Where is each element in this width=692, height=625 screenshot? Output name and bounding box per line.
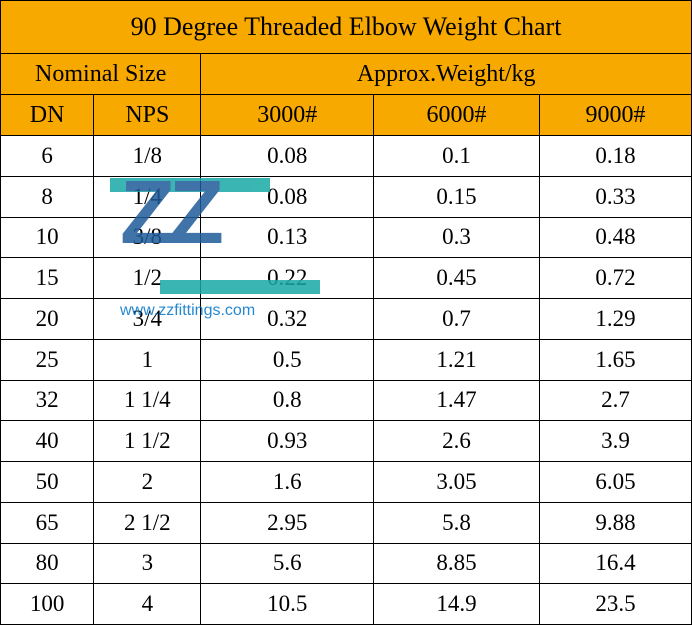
table-cell: 0.5 bbox=[201, 339, 374, 380]
table-cell: 40 bbox=[1, 421, 94, 462]
table-cell: 4 bbox=[94, 584, 201, 625]
table-cell: 0.13 bbox=[201, 217, 374, 258]
table-cell: 3 bbox=[94, 543, 201, 584]
table-cell: 14.9 bbox=[374, 584, 540, 625]
table-cell: 0.08 bbox=[201, 176, 374, 217]
table-cell: 8 bbox=[1, 176, 94, 217]
table-cell: 1/2 bbox=[94, 258, 201, 299]
table-cell: 80 bbox=[1, 543, 94, 584]
table-cell: 16.4 bbox=[539, 543, 691, 584]
table-cell: 0.3 bbox=[374, 217, 540, 258]
table-cell: 1 1/4 bbox=[94, 380, 201, 421]
table-cell: 0.48 bbox=[539, 217, 691, 258]
table-cell: 32 bbox=[1, 380, 94, 421]
table-row: 8035.68.8516.4 bbox=[1, 543, 692, 584]
table-cell: 0.7 bbox=[374, 299, 540, 340]
table-row: 5021.63.056.05 bbox=[1, 462, 692, 503]
table-cell: 65 bbox=[1, 502, 94, 543]
table-cell: 5.6 bbox=[201, 543, 374, 584]
table-cell: 0.18 bbox=[539, 136, 691, 177]
table-row: 61/80.080.10.18 bbox=[1, 136, 692, 177]
table-cell: 50 bbox=[1, 462, 94, 503]
col-3000: 3000# bbox=[201, 95, 374, 136]
table-row: 100410.514.923.5 bbox=[1, 584, 692, 625]
table-cell: 0.8 bbox=[201, 380, 374, 421]
table-cell: 25 bbox=[1, 339, 94, 380]
weight-table: 90 Degree Threaded Elbow Weight Chart No… bbox=[0, 0, 692, 625]
table-cell: 0.45 bbox=[374, 258, 540, 299]
table-cell: 9.88 bbox=[539, 502, 691, 543]
table-row: 401 1/20.932.63.9 bbox=[1, 421, 692, 462]
table-cell: 2.95 bbox=[201, 502, 374, 543]
table-cell: 0.08 bbox=[201, 136, 374, 177]
table-cell: 0.1 bbox=[374, 136, 540, 177]
table-cell: 3.05 bbox=[374, 462, 540, 503]
table-cell: 2.6 bbox=[374, 421, 540, 462]
table-cell: 0.72 bbox=[539, 258, 691, 299]
table-cell: 100 bbox=[1, 584, 94, 625]
table-cell: 10.5 bbox=[201, 584, 374, 625]
table-head: 90 Degree Threaded Elbow Weight Chart No… bbox=[1, 1, 692, 136]
table-body: 61/80.080.10.1881/40.080.150.33103/80.13… bbox=[1, 136, 692, 625]
table-cell: 20 bbox=[1, 299, 94, 340]
table-row: 321 1/40.81.472.7 bbox=[1, 380, 692, 421]
table-cell: 0.32 bbox=[201, 299, 374, 340]
table-cell: 1.47 bbox=[374, 380, 540, 421]
table-cell: 6 bbox=[1, 136, 94, 177]
table-cell: 3/8 bbox=[94, 217, 201, 258]
col-9000: 9000# bbox=[539, 95, 691, 136]
table-cell: 0.33 bbox=[539, 176, 691, 217]
table-cell: 1 bbox=[94, 339, 201, 380]
table-cell: 1/8 bbox=[94, 136, 201, 177]
table-cell: 1 1/2 bbox=[94, 421, 201, 462]
col-6000: 6000# bbox=[374, 95, 540, 136]
group-weight: Approx.Weight/kg bbox=[201, 54, 692, 95]
chart-container: 90 Degree Threaded Elbow Weight Chart No… bbox=[0, 0, 692, 625]
table-cell: 1.65 bbox=[539, 339, 691, 380]
table-row: 103/80.130.30.48 bbox=[1, 217, 692, 258]
table-cell: 23.5 bbox=[539, 584, 691, 625]
table-cell: 2 1/2 bbox=[94, 502, 201, 543]
table-cell: 10 bbox=[1, 217, 94, 258]
table-cell: 8.85 bbox=[374, 543, 540, 584]
table-row: 151/20.220.450.72 bbox=[1, 258, 692, 299]
table-cell: 2.7 bbox=[539, 380, 691, 421]
table-cell: 1.29 bbox=[539, 299, 691, 340]
group-header-row: Nominal Size Approx.Weight/kg bbox=[1, 54, 692, 95]
table-cell: 6.05 bbox=[539, 462, 691, 503]
column-header-row: DN NPS 3000# 6000# 9000# bbox=[1, 95, 692, 136]
table-cell: 5.8 bbox=[374, 502, 540, 543]
table-cell: 15 bbox=[1, 258, 94, 299]
table-row: 2510.51.211.65 bbox=[1, 339, 692, 380]
table-cell: 1.6 bbox=[201, 462, 374, 503]
table-cell: 0.22 bbox=[201, 258, 374, 299]
title-row: 90 Degree Threaded Elbow Weight Chart bbox=[1, 1, 692, 54]
table-cell: 1/4 bbox=[94, 176, 201, 217]
table-cell: 3.9 bbox=[539, 421, 691, 462]
table-title: 90 Degree Threaded Elbow Weight Chart bbox=[1, 1, 692, 54]
table-cell: 1.21 bbox=[374, 339, 540, 380]
table-cell: 3/4 bbox=[94, 299, 201, 340]
table-cell: 2 bbox=[94, 462, 201, 503]
table-row: 203/40.320.71.29 bbox=[1, 299, 692, 340]
col-nps: NPS bbox=[94, 95, 201, 136]
table-cell: 0.93 bbox=[201, 421, 374, 462]
group-nominal-size: Nominal Size bbox=[1, 54, 201, 95]
col-dn: DN bbox=[1, 95, 94, 136]
table-row: 81/40.080.150.33 bbox=[1, 176, 692, 217]
table-cell: 0.15 bbox=[374, 176, 540, 217]
table-row: 652 1/22.955.89.88 bbox=[1, 502, 692, 543]
